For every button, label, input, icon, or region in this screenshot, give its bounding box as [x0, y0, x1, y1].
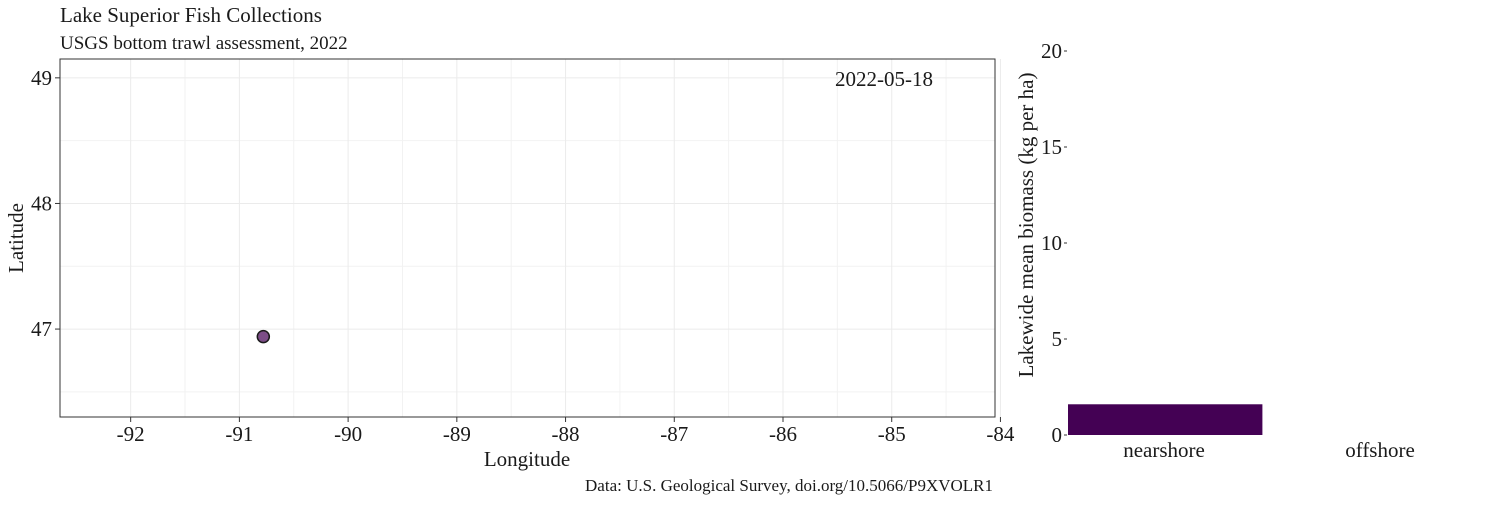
map-panel-border: [59, 58, 996, 418]
map-x-tick-label: -89: [443, 422, 471, 446]
bar-y-axis-label: Lakewide mean biomass (kg per ha): [1014, 73, 1038, 378]
map-x-axis-label: Longitude: [484, 447, 570, 471]
collection-point: [256, 329, 271, 344]
bar-y-axis: 0 5 10 15 20: [1041, 39, 1067, 447]
map-x-tick-label: -88: [552, 422, 580, 446]
bar-panel: 0 5 10 15 20 nearshore offshore Lakewide mean…: [1014, 39, 1415, 462]
bar-y-tick-label: 15: [1041, 135, 1062, 159]
map-x-tick-label: -86: [769, 422, 797, 446]
bar-y-tick-label: 10: [1041, 231, 1062, 255]
chart-subtitle: USGS bottom trawl assessment, 2022: [60, 33, 348, 54]
map-gridlines: [60, 59, 1001, 417]
bar-nearshore: [1068, 404, 1263, 435]
bar-y-tick-label: 20: [1041, 39, 1062, 63]
map-y-axis-label: Latitude: [4, 203, 28, 273]
bar-x-tick-label: nearshore: [1123, 438, 1205, 462]
bar-series: [1068, 404, 1263, 435]
map-y-tick-label: 49: [31, 66, 52, 90]
bar-y-tick-label: 5: [1052, 327, 1063, 351]
map-x-tick-label: -91: [225, 422, 253, 446]
map-x-tick-label: -92: [117, 422, 145, 446]
bar-x-axis: nearshore offshore: [1123, 438, 1415, 462]
chart-title: Lake Superior Fish Collections: [60, 3, 322, 27]
bar-y-tick-label: 0: [1052, 423, 1063, 447]
map-y-tick-label: 48: [31, 191, 52, 215]
data-caption: Data: U.S. Geological Survey, doi.org/10…: [585, 476, 993, 495]
map-x-tick-label: -84: [986, 422, 1014, 446]
date-annotation: 2022-05-18: [835, 67, 933, 91]
map-x-tick-label: -90: [334, 422, 362, 446]
map-x-axis: -92 -91 -90 -89 -88 -87 -86 -85 -84: [117, 417, 1015, 446]
map-y-axis: 47 48 49: [31, 66, 60, 341]
map-y-tick-label: 47: [31, 317, 52, 341]
bar-x-tick-label: offshore: [1345, 438, 1415, 462]
map-panel: -92 -91 -90 -89 -88 -87 -86 -85 -84 47 48 49 2022-…: [4, 58, 1015, 471]
map-x-tick-label: -87: [660, 422, 688, 446]
map-points: [256, 329, 271, 344]
map-x-tick-label: -85: [878, 422, 906, 446]
